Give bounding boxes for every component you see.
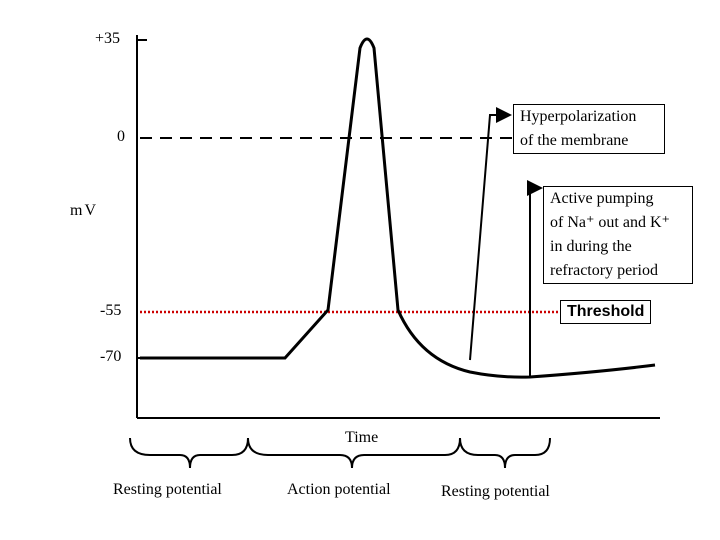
x-axis-title: Time: [345, 429, 379, 446]
annotation-line: Hyperpolarization: [520, 108, 637, 125]
phase-label: Action potential: [287, 481, 391, 498]
phase-label: Resting potential: [113, 481, 222, 498]
annotation-line: in during the: [550, 238, 632, 255]
hyperpolarization-box: Hyperpolarization of the membrane: [513, 104, 665, 154]
annotation-line: of the membrane: [520, 132, 629, 149]
annotation-line: of Na⁺ out and K⁺: [550, 214, 670, 231]
brace: [459, 437, 551, 469]
y-tick-label: -70: [100, 348, 122, 365]
y-tick-label: 0: [117, 128, 125, 145]
brace: [129, 437, 249, 469]
y-tick-label: +35: [95, 30, 121, 47]
threshold-box: Threshold: [560, 300, 652, 324]
brace: [247, 437, 461, 469]
active-pumping-box: Active pumping of Na⁺ out and K⁺ in duri…: [543, 186, 693, 284]
annotation-line: Active pumping: [550, 190, 654, 207]
y-axis-title: mV: [70, 202, 98, 219]
phase-label: Resting potential: [441, 483, 550, 500]
y-tick-label: -55: [100, 302, 122, 319]
annotation-line: refractory period: [550, 262, 658, 279]
arrow: [469, 107, 512, 361]
action-potential-curve: [140, 37, 656, 379]
arrow: [527, 180, 543, 377]
